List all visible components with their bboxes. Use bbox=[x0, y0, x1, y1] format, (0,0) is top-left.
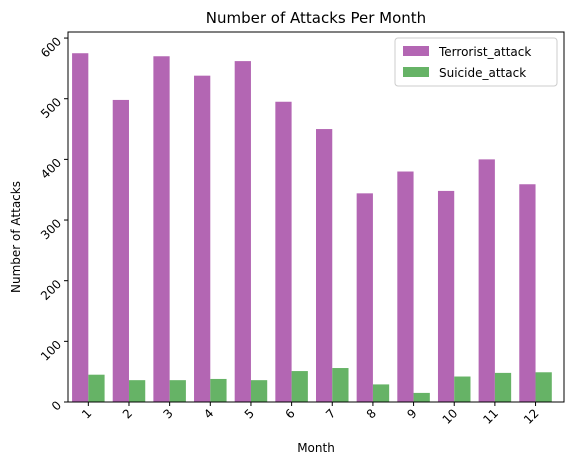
x-tick-label: 8 bbox=[364, 406, 379, 421]
bar-suicide-4 bbox=[210, 378, 227, 402]
bar-suicide-8 bbox=[372, 384, 390, 402]
legend-swatch-terrorist bbox=[403, 46, 429, 56]
bar-suicide-12 bbox=[535, 372, 552, 402]
x-axis-label: Month bbox=[297, 441, 335, 455]
bar-suicide-9 bbox=[413, 392, 430, 402]
y-tick-label: 100 bbox=[38, 338, 64, 364]
bar-terrorist-10 bbox=[437, 190, 455, 402]
y-tick-label: 600 bbox=[38, 34, 64, 60]
bar-suicide-7 bbox=[332, 368, 349, 402]
bar-terrorist-6 bbox=[275, 101, 292, 402]
y-tick-label: 0 bbox=[49, 398, 64, 413]
x-tick-label: 3 bbox=[160, 406, 175, 421]
bar-terrorist-8 bbox=[356, 193, 373, 402]
bar-terrorist-5 bbox=[234, 61, 251, 403]
bar-terrorist-11 bbox=[478, 159, 495, 402]
bar-suicide-5 bbox=[250, 380, 268, 402]
bar-suicide-6 bbox=[291, 371, 308, 402]
legend-label-suicide: Suicide_attack bbox=[439, 66, 526, 80]
bar-terrorist-1 bbox=[72, 53, 89, 402]
x-tick-label: 2 bbox=[120, 406, 135, 421]
x-tick-label: 7 bbox=[323, 406, 338, 421]
y-tick-label: 200 bbox=[38, 277, 64, 303]
legend: Terrorist_attack Suicide_attack bbox=[394, 37, 558, 87]
bar-terrorist-3 bbox=[153, 56, 170, 402]
y-tick-label: 400 bbox=[38, 156, 64, 182]
bar-suicide-11 bbox=[494, 372, 512, 402]
y-tick-label: 500 bbox=[38, 95, 64, 121]
bar-terrorist-12 bbox=[519, 184, 536, 402]
x-tick-label: 1 bbox=[79, 406, 94, 421]
bar-suicide-1 bbox=[88, 374, 105, 402]
x-tick-label: 10 bbox=[440, 406, 461, 427]
bar-suicide-2 bbox=[128, 380, 146, 402]
bar-terrorist-7 bbox=[316, 129, 333, 403]
plot-frame bbox=[67, 31, 565, 403]
legend-box bbox=[394, 37, 558, 87]
x-tick-label: 11 bbox=[480, 406, 501, 427]
x-tick-label: 6 bbox=[282, 406, 297, 421]
legend-label-terrorist: Terrorist_attack bbox=[438, 45, 531, 59]
bar-terrorist-9 bbox=[397, 171, 414, 402]
y-axis-label: Number of Attacks bbox=[9, 181, 23, 293]
bar-suicide-3 bbox=[169, 380, 186, 402]
bars-group bbox=[72, 53, 552, 403]
bar-suicide-10 bbox=[454, 376, 471, 402]
x-tick-label: 4 bbox=[201, 406, 216, 421]
bar-terrorist-4 bbox=[194, 75, 211, 403]
chart-title: Number of Attacks Per Month bbox=[206, 9, 426, 27]
legend-swatch-suicide bbox=[403, 67, 429, 77]
x-tick-label: 9 bbox=[404, 406, 419, 421]
bar-terrorist-2 bbox=[112, 99, 129, 403]
x-tick-label: 5 bbox=[242, 406, 257, 421]
x-tick-label: 12 bbox=[521, 406, 542, 427]
y-tick-label: 300 bbox=[38, 216, 64, 242]
